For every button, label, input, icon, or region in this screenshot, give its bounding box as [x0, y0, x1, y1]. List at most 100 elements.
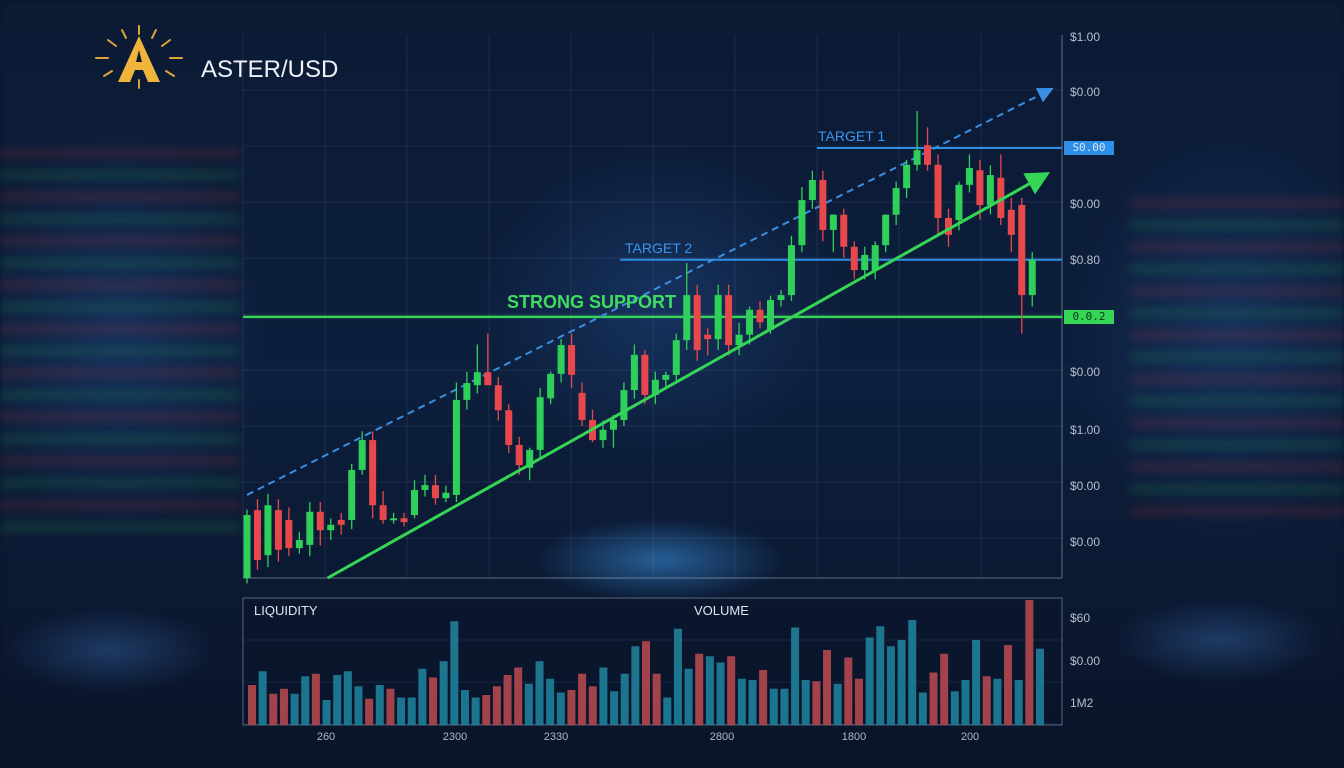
volume-bar-up — [791, 627, 800, 725]
candle-up — [609, 419, 617, 430]
volume-bar-down — [567, 690, 576, 725]
background-blur-screen-right — [1130, 200, 1344, 520]
x-tick-label: 2300 — [442, 731, 468, 743]
volume-bar-down — [588, 686, 597, 725]
volume-bar-up — [599, 667, 608, 725]
price-tag-support: 0.0.2 — [1064, 310, 1114, 324]
candle-down — [725, 295, 733, 346]
volume-bar-up — [397, 697, 406, 725]
x-tick-label: 2330 — [543, 731, 569, 743]
volume-bar-down — [311, 673, 320, 725]
y-tick-label: $1.00 — [1070, 423, 1101, 437]
volume-bar-up — [450, 621, 459, 725]
volume-bar-up — [737, 678, 746, 725]
volume-bar-up — [418, 668, 427, 725]
volume-bar-up — [897, 640, 906, 725]
candle-up — [243, 515, 251, 578]
candle-up — [767, 299, 774, 330]
candle-down — [1007, 209, 1015, 235]
volume-bar-down — [929, 672, 938, 725]
volume-bar-down — [279, 688, 288, 725]
candle-down — [316, 511, 324, 531]
strong-support-label: STRONG SUPPORT — [507, 292, 677, 312]
candle-up — [620, 390, 628, 420]
candle-up — [714, 295, 722, 340]
candle-down — [285, 519, 293, 549]
candle-up — [473, 372, 481, 386]
candle-up — [735, 334, 743, 346]
aster-logo-icon — [95, 25, 183, 89]
volume-bar-up — [1036, 648, 1044, 725]
volume-bar-down — [1025, 600, 1034, 725]
target-1-label: TARGET 1 — [818, 128, 886, 144]
volume-bar-down — [1004, 645, 1013, 725]
candle-up — [442, 492, 450, 499]
candle-down — [819, 179, 827, 230]
candle-up — [662, 374, 670, 380]
candle-down — [944, 217, 952, 235]
candle-up — [955, 184, 963, 221]
volume-bar-up — [716, 662, 725, 725]
y-tick-label: $0.00 — [1070, 535, 1101, 549]
candle-up — [871, 245, 879, 271]
volume-bar-up — [908, 620, 917, 725]
volume-bar-down — [429, 677, 438, 725]
candle-up — [264, 505, 272, 556]
candle-down — [484, 372, 492, 386]
candle-up — [452, 399, 460, 495]
candle-up — [892, 188, 900, 215]
x-tick-label: 2800 — [709, 731, 735, 743]
volume-bar-up — [333, 675, 342, 725]
candle-up — [672, 340, 680, 375]
x-tick-label: 260 — [316, 731, 336, 743]
candle-down — [976, 170, 984, 205]
volume-bar-down — [727, 656, 736, 725]
volume-bar-up — [865, 637, 874, 725]
volume-bar-down — [365, 698, 374, 725]
background-blur-screen-left — [0, 150, 240, 530]
volume-bar-up — [354, 686, 363, 725]
candle-down — [431, 485, 439, 499]
y-tick-label: $0.00 — [1070, 197, 1101, 211]
volume-bar-up — [684, 668, 693, 725]
candle-down — [515, 444, 523, 466]
candle-down — [840, 214, 848, 247]
candle-up — [913, 150, 921, 165]
candle-up — [557, 345, 565, 374]
y-tick-label: $0.00 — [1070, 479, 1101, 493]
volume-bar-down — [812, 681, 821, 725]
candle-down — [641, 354, 649, 396]
volume-bar-up — [801, 680, 810, 725]
x-tick-label: 200 — [960, 731, 980, 743]
candle-up — [683, 295, 691, 341]
volume-bar-up — [343, 671, 352, 725]
candle-up — [411, 490, 419, 516]
candle-down — [568, 345, 576, 375]
volume-bar-up — [769, 688, 778, 725]
volume-bar-up — [673, 628, 682, 725]
candle-up — [390, 518, 398, 521]
candle-up — [882, 214, 890, 246]
volume-bar-up — [918, 692, 927, 725]
volume-bar-down — [269, 693, 278, 725]
volume-bar-up — [1014, 680, 1023, 725]
candle-up — [787, 245, 795, 296]
candle-down — [756, 309, 764, 323]
candle-up — [358, 440, 366, 470]
volume-bar-up — [556, 692, 565, 725]
candle-down — [379, 505, 387, 520]
x-tick-label: 1800 — [841, 731, 867, 743]
volume-bar-down — [248, 685, 256, 725]
volume-bar-up — [748, 680, 757, 725]
volume-bar-up — [961, 680, 970, 725]
volume-bar-up — [546, 678, 555, 725]
volume-bar-up — [705, 656, 714, 725]
candle-up — [829, 214, 837, 230]
candle-up — [986, 175, 994, 205]
candle-down — [337, 519, 345, 525]
candle-up — [295, 539, 303, 549]
volume-bar-down — [854, 678, 863, 725]
volume-bar-up — [439, 661, 448, 725]
volume-bar-up — [535, 661, 544, 725]
target-2-label: TARGET 2 — [625, 240, 693, 256]
